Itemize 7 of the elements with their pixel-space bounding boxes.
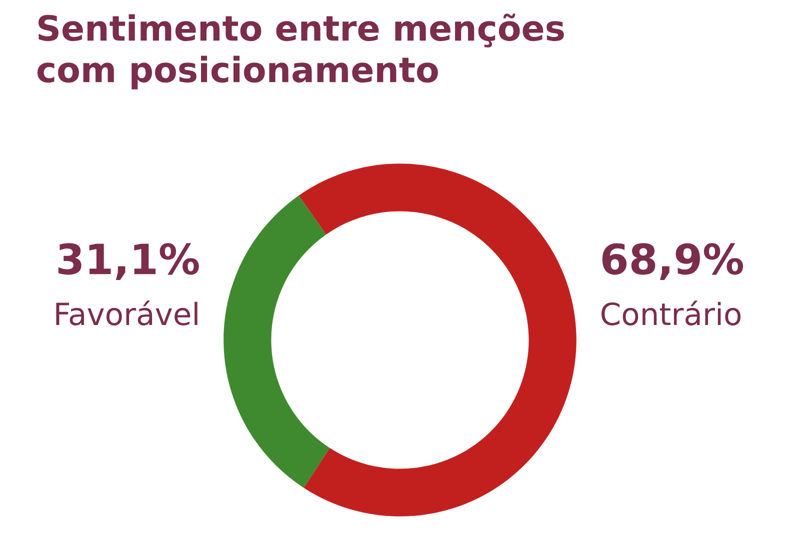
donut-slice bbox=[298, 164, 576, 516]
data-label: 31,1% bbox=[58, 243, 199, 280]
slice-label: Contrário bbox=[602, 300, 741, 326]
slice-label: Favorável bbox=[56, 300, 198, 326]
donut-slice bbox=[224, 196, 330, 488]
data-label: 68,9% bbox=[602, 243, 744, 280]
chart-title: Sentimento entre menções com posicionamento bbox=[37, 14, 564, 90]
